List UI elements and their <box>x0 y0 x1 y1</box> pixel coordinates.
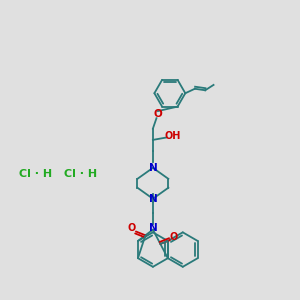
Text: O: O <box>128 223 136 233</box>
Text: OH: OH <box>165 131 181 141</box>
Text: Cl · H: Cl · H <box>19 169 52 179</box>
Text: O: O <box>154 109 162 119</box>
Text: N: N <box>148 223 157 233</box>
Text: N: N <box>148 194 157 204</box>
Text: N: N <box>148 163 157 173</box>
Text: O: O <box>170 232 178 242</box>
Text: Cl · H: Cl · H <box>64 169 97 179</box>
